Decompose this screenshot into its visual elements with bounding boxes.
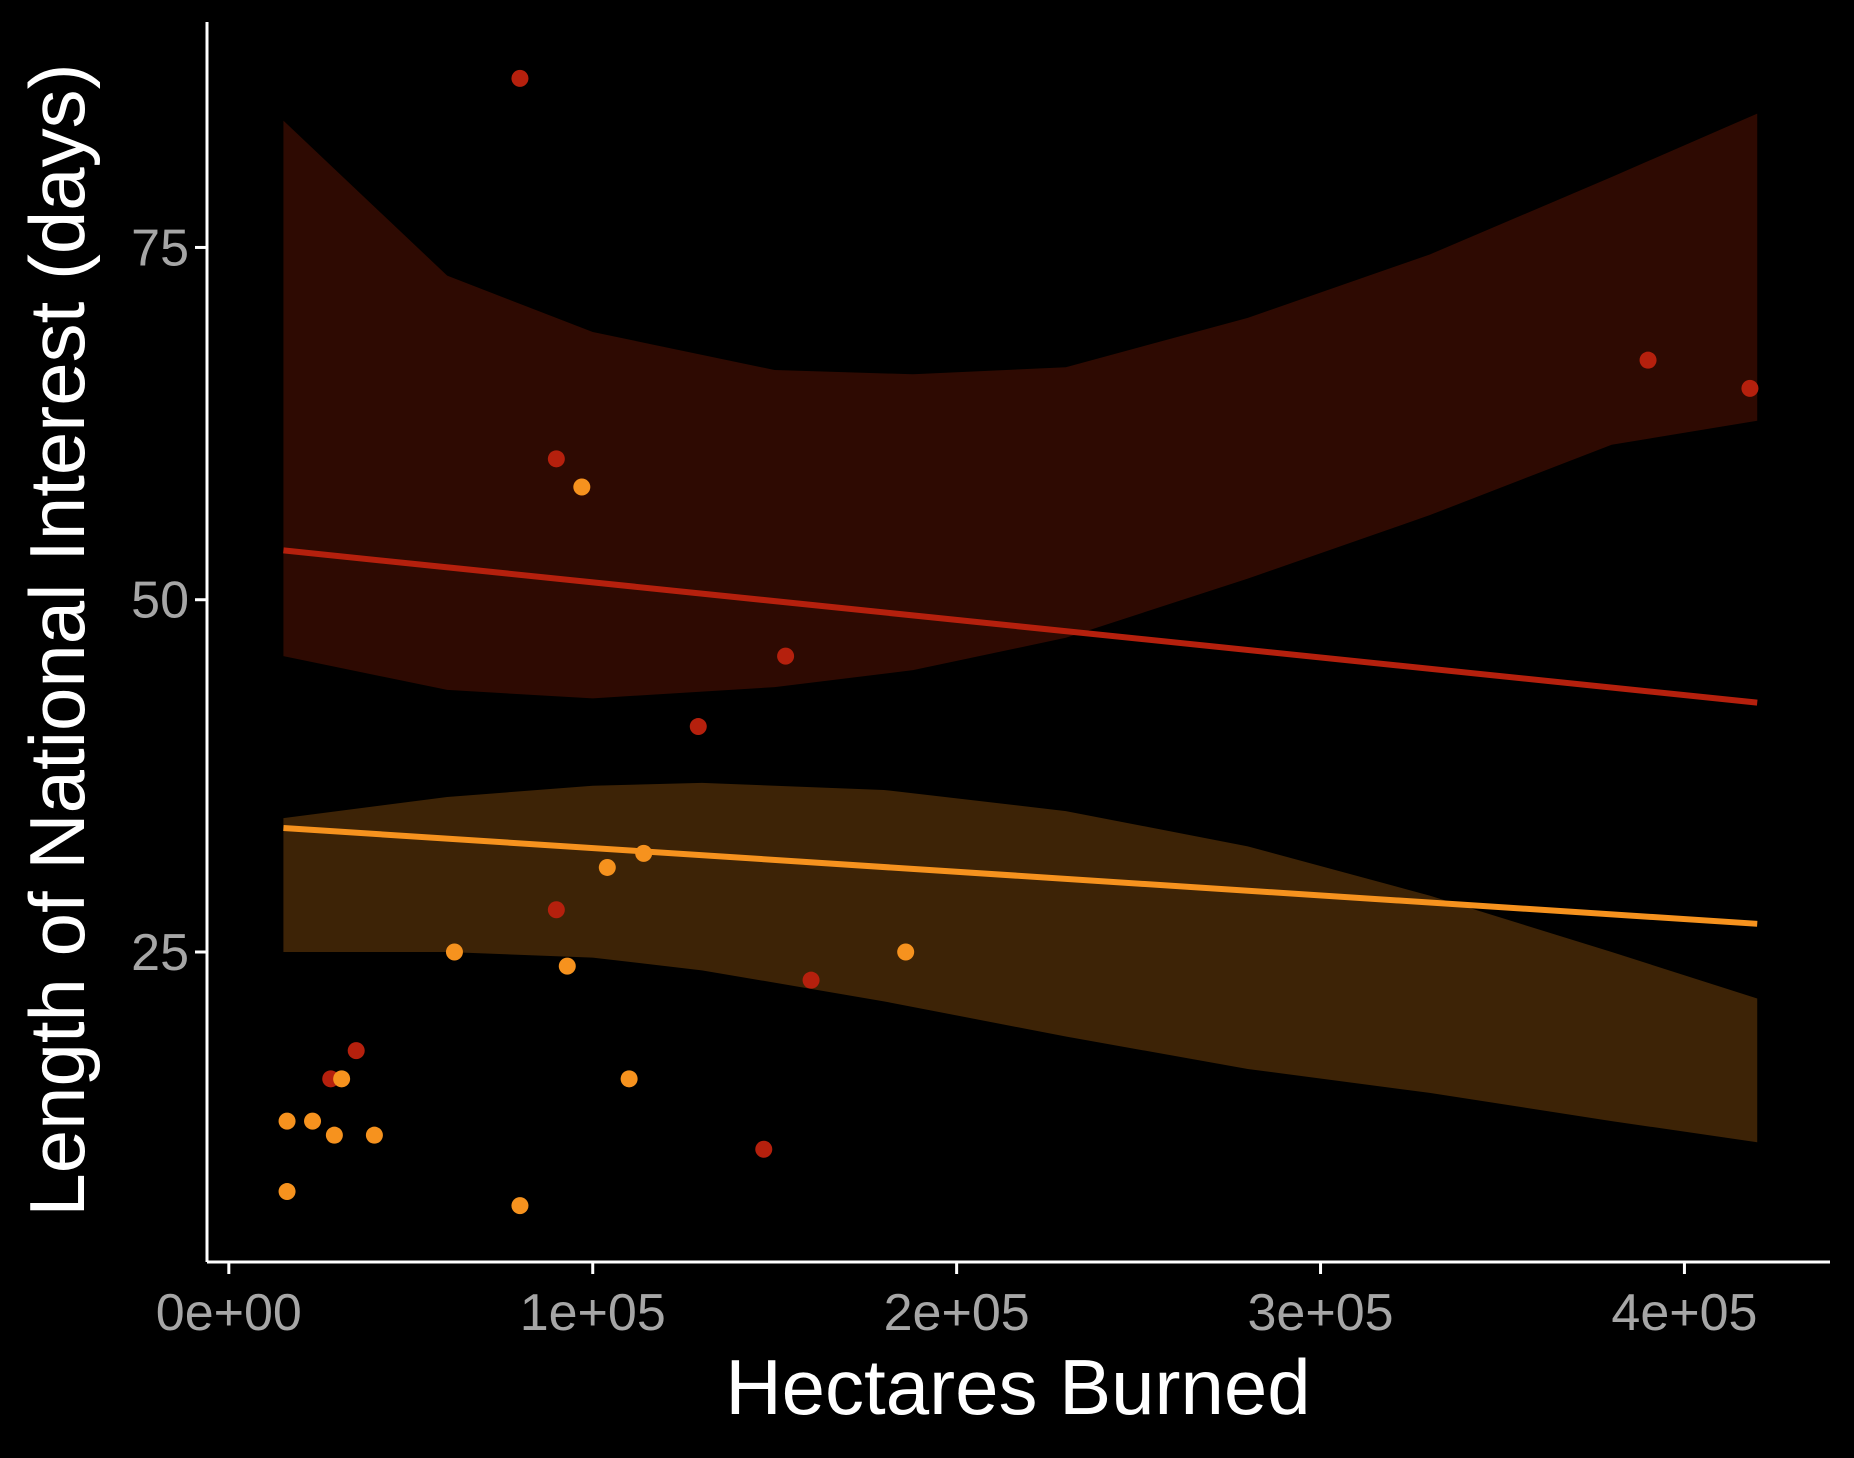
confidence-bands (283, 113, 1758, 1143)
point-red (1741, 379, 1759, 397)
fit-line-orange (283, 825, 1758, 927)
point-orange (278, 1183, 296, 1201)
point-orange (897, 943, 915, 961)
point-red (777, 647, 795, 665)
point-orange (635, 844, 653, 862)
ci-band-red (283, 113, 1758, 699)
fit-lines (283, 547, 1758, 927)
point-orange (511, 1197, 529, 1215)
point-red (547, 450, 565, 468)
point-red (689, 718, 707, 736)
point-orange (620, 1070, 638, 1088)
x-tick-label: 0e+00 (156, 1284, 302, 1342)
ci-band-orange (283, 782, 1758, 1143)
x-axis-title: Hectares Burned (725, 1343, 1310, 1431)
point-orange (573, 478, 591, 496)
data-points (278, 69, 1759, 1215)
x-tick-label: 1e+05 (520, 1284, 666, 1342)
y-tick-label: 50 (131, 572, 189, 630)
point-orange (304, 1112, 322, 1130)
x-tick-label: 2e+05 (884, 1284, 1030, 1342)
point-orange (445, 943, 463, 961)
point-orange (333, 1070, 351, 1088)
y-tick-label: 25 (131, 924, 189, 982)
point-orange (365, 1126, 383, 1144)
y-tick-label: 75 (131, 219, 189, 277)
point-red (802, 971, 820, 989)
point-red (547, 901, 565, 919)
point-red (1639, 351, 1657, 369)
point-red (347, 1042, 365, 1060)
y-axis-title: Length of National Interest (days) (13, 63, 101, 1216)
point-red (511, 69, 529, 87)
point-orange (325, 1126, 343, 1144)
fit-line-red (283, 547, 1758, 706)
point-orange (558, 957, 576, 975)
x-tick-label: 3e+05 (1248, 1284, 1394, 1342)
point-red (755, 1140, 773, 1158)
x-tick-label: 4e+05 (1611, 1284, 1757, 1342)
x-ticks: 0e+00 1e+05 2e+05 3e+05 4e+05 (156, 1262, 1757, 1342)
point-orange (278, 1112, 296, 1130)
y-ticks: 25 50 75 (131, 219, 207, 982)
point-orange (598, 858, 616, 876)
axes (205, 22, 1830, 1264)
